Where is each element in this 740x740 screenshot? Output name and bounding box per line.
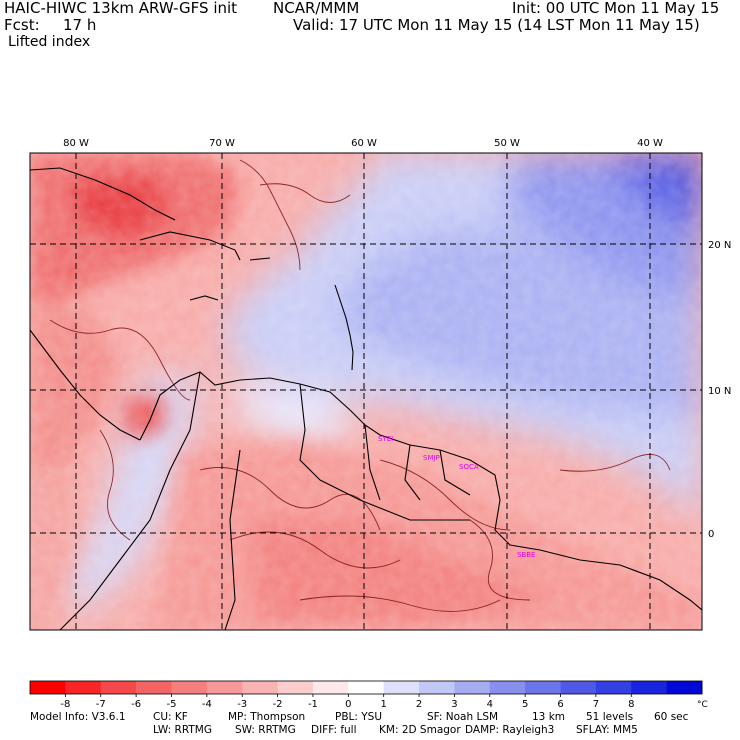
colorbar-swatch	[65, 681, 102, 694]
colorbar-swatch	[454, 681, 491, 694]
valid-time: Valid: 17 UTC Mon 11 May 15 (14 LST Mon …	[293, 16, 700, 34]
footer-pbl: PBL: YSU	[335, 711, 383, 723]
colorbar-swatch	[242, 681, 279, 694]
footer-sflay: SFLAY: MM5	[576, 724, 638, 736]
footer-damp: DAMP: Rayleigh3	[465, 724, 555, 736]
colorbar-swatch	[489, 681, 526, 694]
colorbar-label: 3	[451, 699, 457, 710]
colorbar-label: 1	[380, 699, 386, 710]
station-smjp: SMJP	[423, 454, 440, 462]
colorbar-swatch	[666, 681, 703, 694]
init-time: Init: 00 UTC Mon 11 May 15	[512, 0, 720, 17]
colorbar-swatch	[560, 681, 597, 694]
lat-label-20n: 20 N	[708, 240, 731, 251]
colorbar-label: 6	[557, 699, 563, 710]
colorbar-swatch	[206, 681, 243, 694]
colorbar-swatch	[100, 681, 137, 694]
footer-cu: CU: KF	[153, 711, 188, 723]
forecast-hour: 17 h	[63, 16, 97, 34]
colorbar-label: 4	[487, 699, 493, 710]
colorbar: -8 -7 -6 -5 -4 -3 -2 -1 0 1 2 3 4 5 6 7 8 °C	[29, 680, 708, 710]
colorbar-label: 0	[345, 699, 351, 710]
footer-sw: SW: RRTMG	[235, 724, 296, 736]
footer-levels: 51 levels	[586, 711, 634, 723]
colorbar-label: -3	[237, 699, 247, 710]
lon-label-40w: 40 W	[637, 138, 663, 149]
lat-label-0: 0	[708, 529, 714, 540]
colorbar-swatch	[525, 681, 562, 694]
colorbar-label: -6	[131, 699, 141, 710]
footer-resolution: 13 km	[532, 711, 566, 723]
colorbar-label: -8	[60, 699, 70, 710]
footer-diff: DIFF: full	[311, 724, 357, 736]
colorbar-swatch	[348, 681, 385, 694]
model-title: HAIC-HIWC 13km ARW-GFS init	[4, 0, 238, 17]
footer-lw: LW: RRTMG	[153, 724, 212, 736]
footer-timestep: 60 sec	[654, 711, 689, 723]
colorbar-label: 2	[416, 699, 422, 710]
field-name: Lifted index	[8, 34, 91, 50]
colorbar-label: 8	[628, 699, 634, 710]
colorbar-label: 5	[522, 699, 528, 710]
colorbar-frame	[29, 680, 703, 695]
colorbar-swatch	[383, 681, 420, 694]
station-sbbe: SBBE	[517, 551, 535, 559]
colorbar-swatch	[171, 681, 208, 694]
footer-mp: MP: Thompson	[228, 711, 306, 723]
lon-label-60w: 60 W	[351, 138, 377, 149]
station-soca: SOCA	[459, 463, 479, 471]
colorbar-label: -1	[308, 699, 318, 710]
map-frame	[29, 152, 703, 631]
colorbar-label: -7	[96, 699, 106, 710]
lat-label-10n: 10 N	[708, 386, 731, 397]
lon-label-80w: 80 W	[63, 138, 89, 149]
map-field	[30, 153, 702, 630]
colorbar-swatch	[136, 681, 172, 694]
lon-label-70w: 70 W	[209, 138, 235, 149]
colorbar-label: -4	[202, 699, 212, 710]
forecast-label: Fcst:	[4, 16, 40, 34]
organization-label: NCAR/MMM	[273, 0, 360, 17]
colorbar-swatch	[312, 681, 349, 694]
colorbar-swatch	[419, 681, 455, 694]
colorbar-swatch	[30, 681, 66, 694]
colorbar-label: -5	[166, 699, 176, 710]
footer-km: KM: 2D Smagor	[379, 724, 461, 736]
colorbar-unit: °C	[697, 700, 708, 710]
colorbar-label: -2	[273, 699, 283, 710]
colorbar-swatch	[277, 681, 314, 694]
footer-sf: SF: Noah LSM	[427, 711, 499, 723]
colorbar-label: 7	[593, 699, 599, 710]
colorbar-swatch	[595, 681, 632, 694]
station-syei: SYEI	[378, 435, 393, 443]
lon-label-50w: 50 W	[494, 138, 520, 149]
footer-model-info: Model Info: V3.6.1	[30, 711, 126, 723]
colorbar-swatch	[631, 681, 668, 694]
